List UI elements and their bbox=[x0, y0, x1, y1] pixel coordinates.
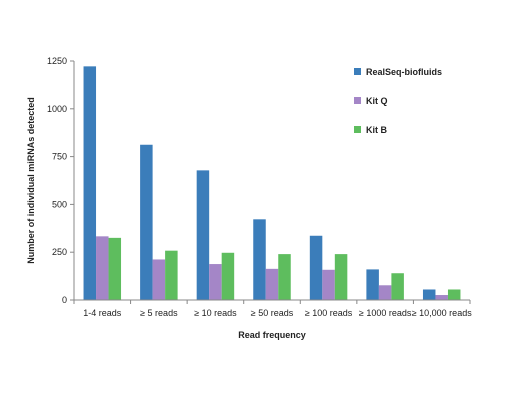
x-tick-labels: 1-4 reads ≥ 5 reads ≥ 10 reads ≥ 50 reads ≥ … bbox=[73, 300, 472, 318]
bar bbox=[96, 236, 109, 300]
x-tick-label: 1-4 reads bbox=[83, 308, 122, 318]
x-tick-label: ≥ 100 reads bbox=[305, 308, 353, 318]
x-tick-label: ≥ 10,000 reads bbox=[412, 308, 472, 318]
legend-label: Kit B bbox=[366, 125, 387, 135]
y-tick-label: 0 bbox=[62, 295, 67, 305]
bar bbox=[165, 250, 178, 300]
bar bbox=[140, 144, 153, 300]
bar bbox=[278, 254, 291, 300]
bar bbox=[391, 273, 404, 300]
legend: RealSeq-biofluids Kit Q Kit B bbox=[354, 67, 442, 135]
y-tick-label: 500 bbox=[52, 199, 67, 209]
y-tick-label: 250 bbox=[52, 247, 67, 257]
y-tick-label: 1000 bbox=[47, 104, 67, 114]
axes-layer bbox=[73, 61, 470, 301]
bar bbox=[253, 219, 266, 300]
bar bbox=[221, 252, 235, 300]
y-tick-label: 1250 bbox=[47, 56, 67, 66]
legend-swatch bbox=[354, 97, 361, 104]
bar bbox=[334, 254, 348, 300]
bar bbox=[309, 235, 323, 300]
x-tick-label: ≥ 1000 reads bbox=[359, 308, 412, 318]
bar bbox=[152, 259, 166, 300]
bars-layer bbox=[83, 66, 461, 300]
legend-swatch bbox=[354, 68, 361, 75]
bar bbox=[108, 237, 122, 300]
bar bbox=[196, 170, 210, 300]
bar bbox=[447, 289, 461, 300]
legend-swatch bbox=[354, 126, 361, 133]
bar bbox=[435, 295, 448, 300]
y-axis-title: Number of individual miRNAs detected bbox=[26, 97, 36, 264]
y-tick-label: 750 bbox=[52, 152, 67, 162]
x-tick-label: ≥ 50 reads bbox=[251, 308, 294, 318]
bar bbox=[83, 66, 97, 300]
bar bbox=[322, 269, 335, 300]
bar bbox=[422, 289, 436, 300]
bar bbox=[209, 264, 222, 300]
bar bbox=[265, 268, 279, 300]
x-tick-label: ≥ 5 reads bbox=[140, 308, 178, 318]
bar bbox=[366, 269, 379, 300]
x-tick-label: ≥ 10 reads bbox=[194, 308, 237, 318]
legend-label: RealSeq-biofluids bbox=[366, 67, 442, 77]
legend-label: Kit Q bbox=[366, 96, 388, 106]
y-tick-labels: 0 250 500 750 1000 1250 bbox=[47, 56, 74, 305]
x-axis-title: Read frequency bbox=[238, 330, 306, 340]
bar bbox=[378, 285, 392, 300]
